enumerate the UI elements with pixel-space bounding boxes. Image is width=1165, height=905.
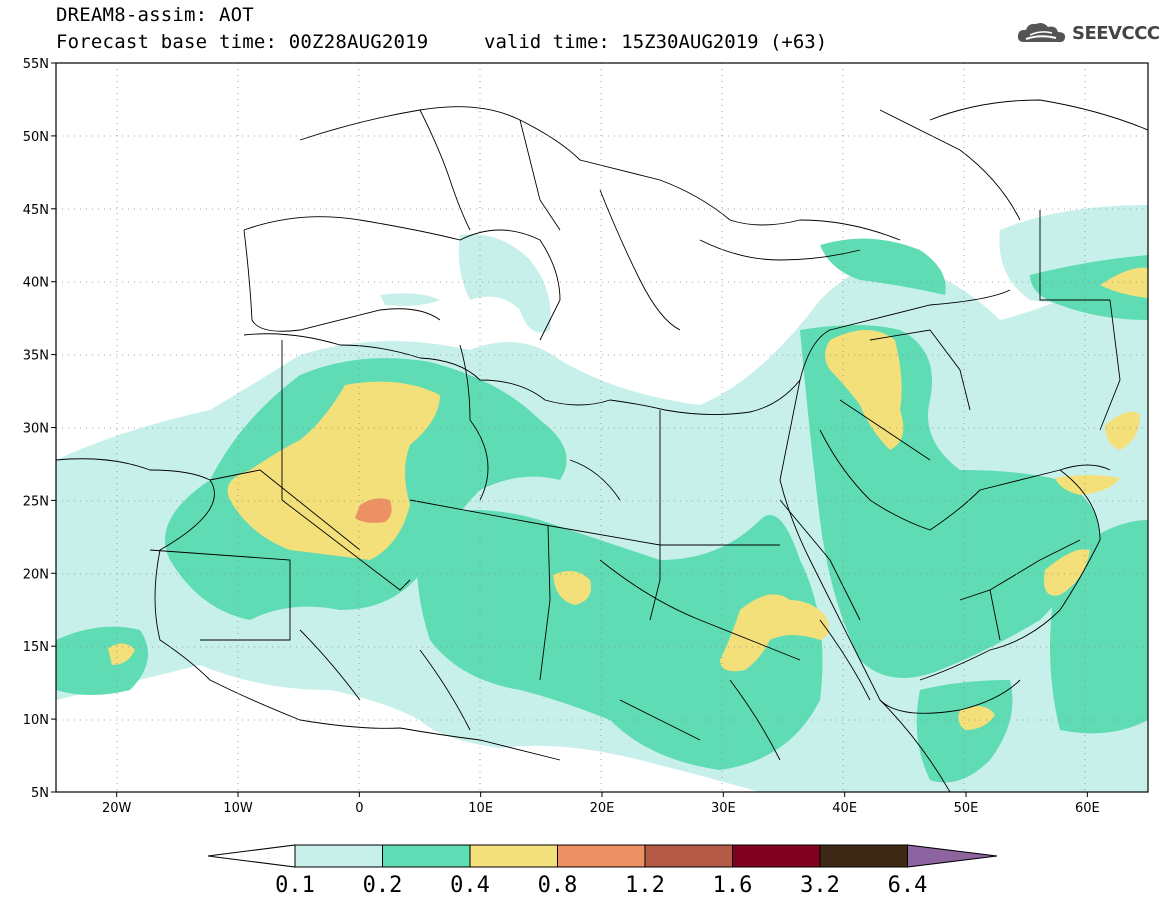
colorbar-swatch xyxy=(819,844,908,868)
lon-axis: 20W 10W 0 10E 20E 30E 40E 50E 60E xyxy=(102,792,1100,816)
aot-region-0.8-1.2 xyxy=(355,498,392,523)
lat-tick-label: 50N xyxy=(23,130,49,145)
colorbar-level-label: 0.1 xyxy=(275,873,315,898)
colorbar-level-label: 3.2 xyxy=(800,873,840,898)
aot-region-0.4-0.8-chad xyxy=(553,571,591,605)
lon-tick-label: 60E xyxy=(1075,801,1100,816)
lat-axis: 55N 50N 45N 40N 35N 30N 25N 20N 15N 10N 5N xyxy=(23,57,56,801)
lat-tick-label: 25N xyxy=(23,494,49,509)
aot-fields xyxy=(56,63,1148,792)
aot-region-0.4-0.8-sudan xyxy=(720,594,829,672)
colorbar xyxy=(207,844,998,868)
colorbar-level-label: 0.4 xyxy=(450,873,490,898)
colorbar-level-label: 1.6 xyxy=(713,873,753,898)
lon-tick-label: 0 xyxy=(355,801,363,816)
cloud-icon xyxy=(1017,23,1066,43)
colorbar-swatch xyxy=(557,844,646,868)
valid-time: valid time: 15Z30AUG2019 (+63) xyxy=(484,31,828,53)
colorbar-under-triangle xyxy=(207,844,296,868)
logo-text: SEEVCCC xyxy=(1072,22,1160,44)
lat-tick-label: 40N xyxy=(23,276,49,291)
aot-region-0.4-0.8-iran xyxy=(1105,411,1140,450)
aot-region-0.4-0.8-gulf xyxy=(1055,475,1120,495)
colorbar-swatch xyxy=(732,844,821,868)
aot-region-0.4-0.8-caspian xyxy=(1100,267,1148,298)
lat-tick-label: 15N xyxy=(23,640,49,655)
lon-tick-label: 40E xyxy=(832,801,857,816)
seevccc-logo: SEEVCCC xyxy=(1016,20,1160,46)
forecast-base-time: Forecast base time: 00Z28AUG2019 xyxy=(56,31,429,53)
colorbar-level-label: 0.2 xyxy=(363,873,403,898)
aot-region-0.1-0.2-italy xyxy=(458,234,551,333)
aot-region-0.4-0.8-somalia xyxy=(958,706,995,730)
map-title: DREAM8-assim: AOT xyxy=(56,4,254,26)
colorbar-level-label: 6.4 xyxy=(888,873,928,898)
colorbar-swatch xyxy=(469,844,558,868)
colorbar-swatch xyxy=(644,844,733,868)
aot-region-0.2-0.4-sahara xyxy=(416,510,823,770)
lon-tick-label: 30E xyxy=(711,801,736,816)
lon-tick-label: 20E xyxy=(590,801,615,816)
aot-region-0.4-0.8-senegal xyxy=(108,643,135,665)
colorbar-level-label: 1.2 xyxy=(625,873,665,898)
lon-tick-label: 10W xyxy=(223,801,253,816)
lat-tick-label: 5N xyxy=(31,786,49,801)
lat-tick-label: 20N xyxy=(23,567,49,582)
aot-region-0.4-0.8-oman xyxy=(1044,549,1090,596)
colorbar-labels: 0.1 0.2 0.4 0.8 1.2 1.6 3.2 6.4 xyxy=(275,873,927,898)
country-borders xyxy=(56,99,1148,792)
lat-tick-label: 55N xyxy=(23,57,49,72)
colorbar-level-label: 0.8 xyxy=(538,873,578,898)
aot-region-0.2-0.4-atlantic xyxy=(56,626,148,695)
lon-tick-label: 10E xyxy=(468,801,493,816)
lat-tick-label: 30N xyxy=(23,422,49,437)
aot-region-0.1-0.2-blob xyxy=(380,293,440,306)
aot-region-0.4-0.8-iraq xyxy=(825,330,904,450)
aot-region-0.2-0.4-turkey xyxy=(820,238,946,295)
lat-tick-label: 35N xyxy=(23,349,49,364)
lon-tick-label: 50E xyxy=(954,801,979,816)
grid-lines xyxy=(56,63,1148,792)
colorbar-swatch xyxy=(294,844,383,868)
aot-region-0.2-0.4-africa-horn xyxy=(916,680,1013,783)
colorbar-swatch xyxy=(382,844,471,868)
lon-tick-label: 20W xyxy=(102,801,132,816)
lat-tick-label: 45N xyxy=(23,203,49,218)
lat-tick-label: 10N xyxy=(23,713,49,728)
aot-region-0.2-0.4-caspian xyxy=(1030,255,1148,320)
colorbar-over-triangle xyxy=(907,844,998,868)
